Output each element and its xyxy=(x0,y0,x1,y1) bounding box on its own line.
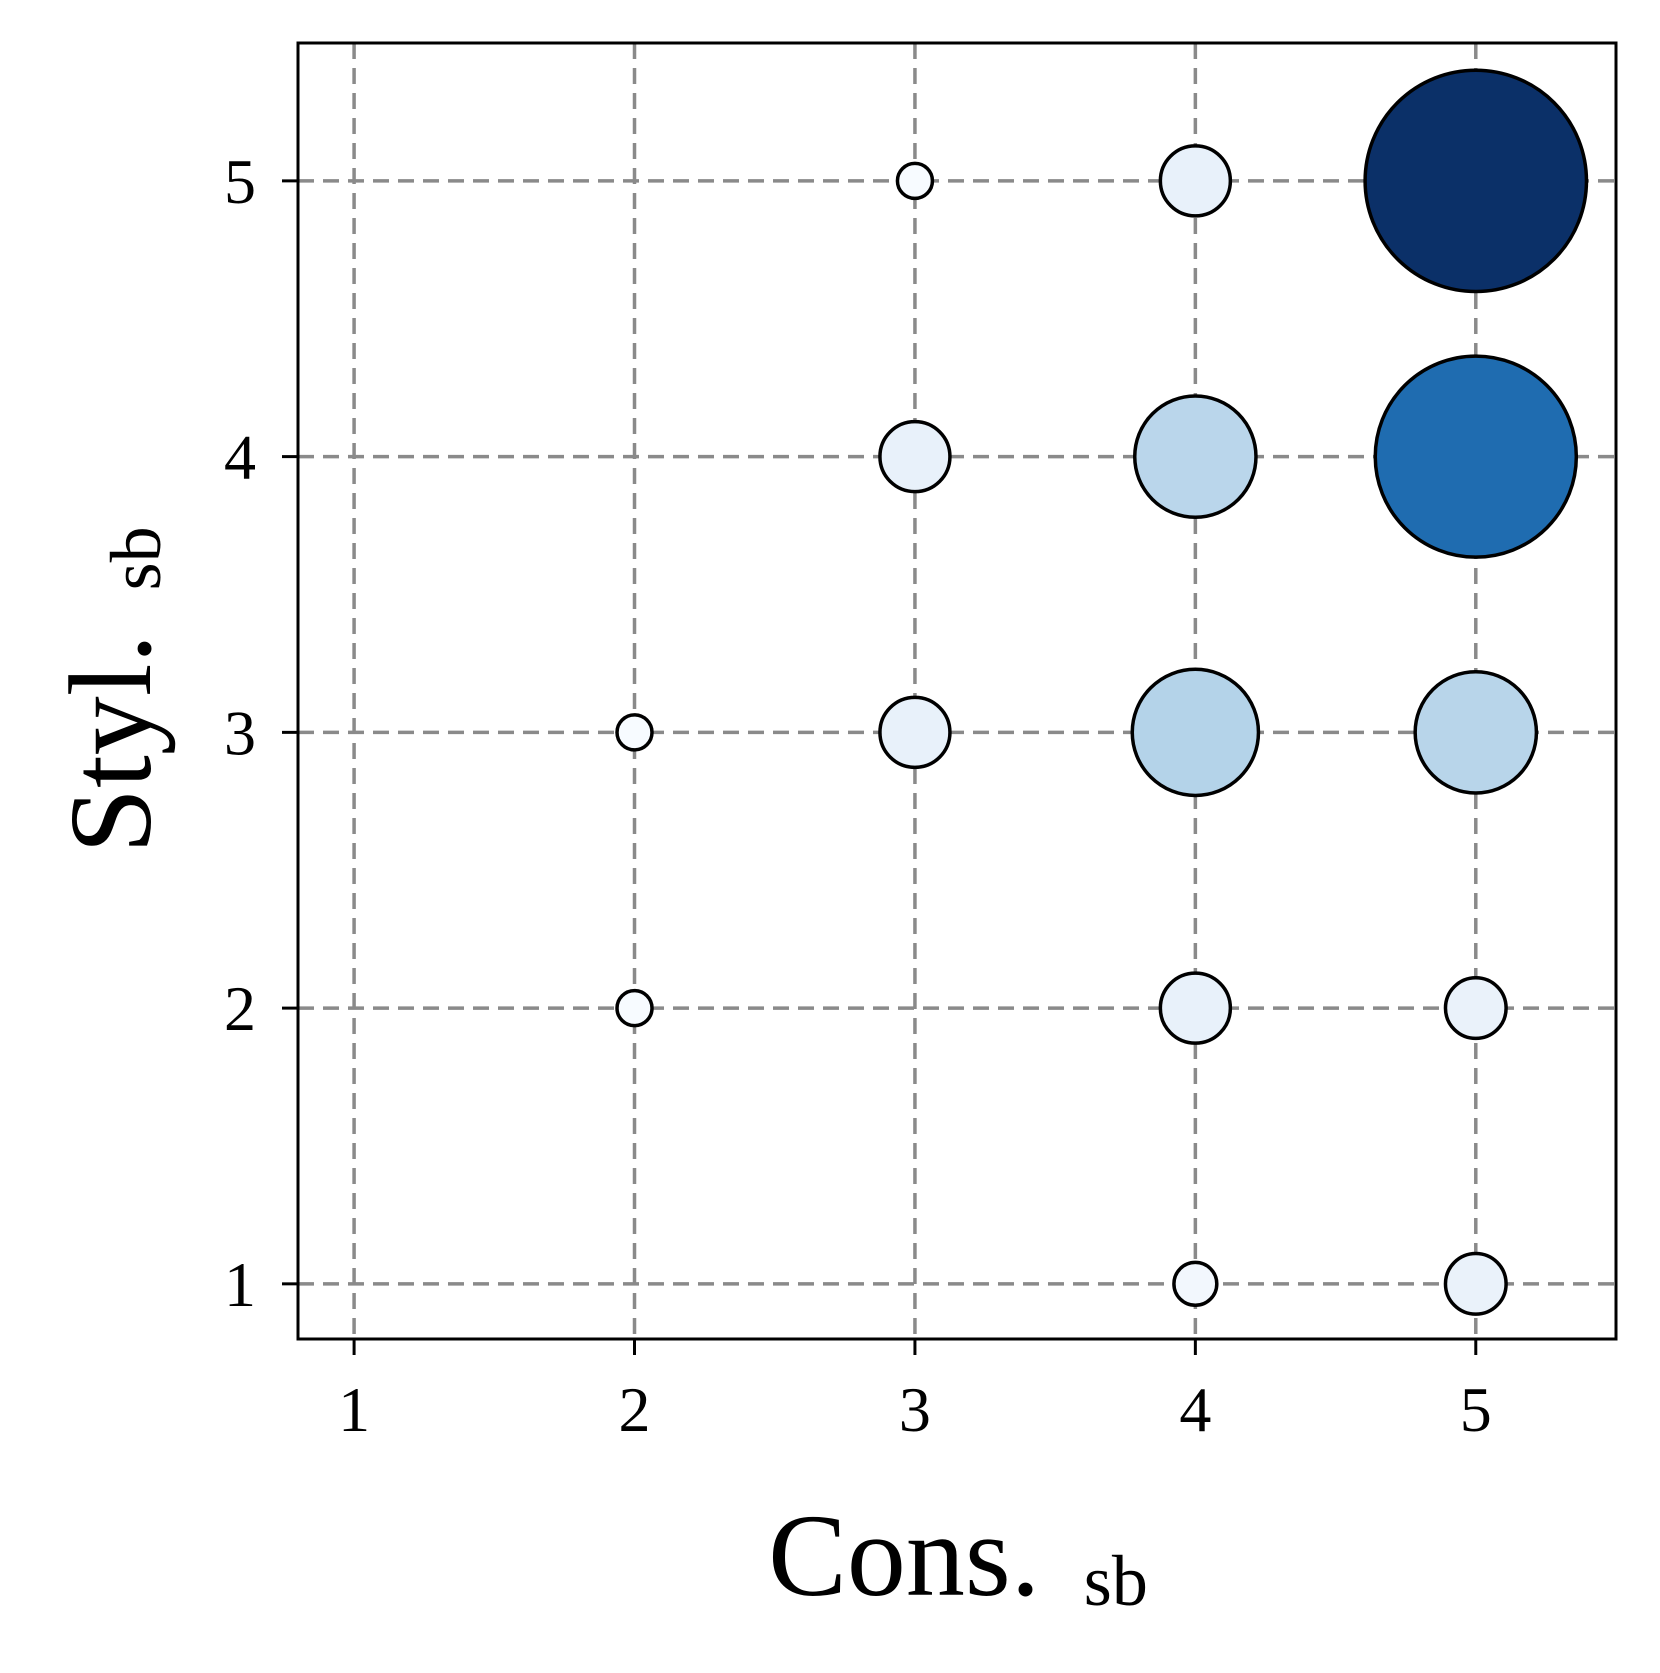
x-tick-label: 2 xyxy=(619,1374,651,1445)
x-axis-title: Cons. sb xyxy=(768,1490,1148,1621)
y-tick-label: 5 xyxy=(224,146,256,217)
bubble-point xyxy=(1373,354,1579,559)
bubble-point xyxy=(1158,971,1233,1045)
x-tick-label: 1 xyxy=(338,1374,370,1445)
y-axis-title: Styl. sb xyxy=(45,526,176,853)
bubble-point xyxy=(1413,669,1539,795)
grid-lines xyxy=(298,43,1616,1339)
bubble-point xyxy=(1443,1251,1508,1316)
bubble-point xyxy=(1172,1260,1219,1308)
bubble-series xyxy=(615,68,1589,1316)
bubble-point xyxy=(878,419,952,494)
bubble-point xyxy=(878,695,952,770)
bubble-point xyxy=(1158,144,1233,218)
plot-frame xyxy=(296,41,1618,1341)
axis-ticks: 1 2 3 4 5 1 2 3 4 5 xyxy=(224,146,1492,1445)
x-axis-title-main: Cons. xyxy=(768,1490,1040,1621)
y-tick-label: 1 xyxy=(224,1249,256,1320)
bubble-point xyxy=(1363,68,1589,294)
y-axis-title-main: Styl. xyxy=(45,634,176,854)
bubble-point xyxy=(615,713,654,752)
x-tick-label: 4 xyxy=(1179,1374,1211,1445)
bubble-point xyxy=(615,988,654,1028)
y-axis-title-subscript: sb xyxy=(96,526,176,590)
bubble-point xyxy=(1130,667,1261,798)
y-tick-label: 4 xyxy=(224,422,256,493)
x-axis-title-subscript: sb xyxy=(1084,1541,1148,1621)
y-tick-label: 2 xyxy=(224,973,256,1044)
x-tick-label: 5 xyxy=(1460,1374,1492,1445)
x-tick-label: 3 xyxy=(899,1374,931,1445)
bubble-point xyxy=(1132,394,1258,519)
bubble-point xyxy=(1443,976,1508,1041)
y-tick-label: 3 xyxy=(224,697,256,768)
bubble-point xyxy=(895,161,935,201)
